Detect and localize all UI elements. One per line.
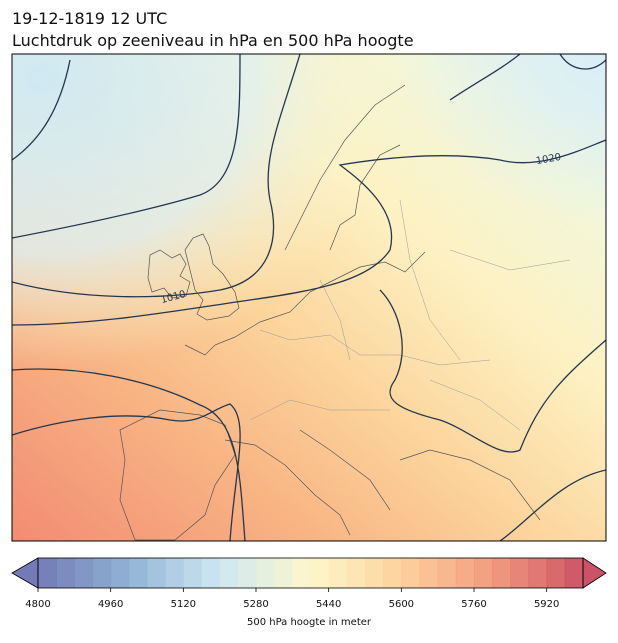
colorbar-segment	[437, 558, 457, 588]
colorbar-segment	[492, 558, 511, 588]
colorbar-segment	[528, 558, 548, 588]
title: 19-12-1819 12 UTC	[12, 9, 167, 28]
map-frame	[11, 53, 607, 542]
colorbar-label: 500 hPa hoogte in meter	[247, 617, 372, 628]
isobar	[12, 403, 241, 541]
colorbar-segment	[383, 558, 402, 588]
colorbar-segment	[564, 558, 584, 588]
isobar	[12, 54, 301, 298]
colorbar-tick-label: 5600	[389, 599, 414, 610]
isobar	[12, 139, 606, 326]
coastline	[147, 233, 240, 321]
colorbar-segment	[38, 558, 57, 588]
colorbar-tick-label: 5280	[243, 599, 268, 610]
colorbar-segment	[401, 558, 420, 588]
colorbar-extend-high	[582, 557, 607, 589]
colorbar-segment	[237, 558, 257, 588]
country-borders	[249, 199, 571, 431]
colorbar-tick-label: 5920	[534, 599, 559, 610]
coastline	[184, 84, 426, 356]
colorbar-segment	[201, 558, 221, 588]
colorbar-tick-label: 4960	[98, 599, 123, 610]
isobar	[12, 368, 246, 541]
isobar	[499, 469, 606, 541]
colorbar-tick-label: 5760	[461, 599, 486, 610]
isobar	[12, 59, 71, 161]
colorbar-segment	[183, 558, 202, 588]
colorbar-segment	[56, 558, 75, 588]
colorbar-segment	[455, 558, 475, 588]
subtitle: Luchtdruk op zeeniveau in hPa en 500 hPa…	[12, 31, 414, 50]
colorbar-tick-label: 5120	[171, 599, 196, 610]
colorbar-tick-label: 4800	[25, 599, 50, 610]
colorbar-segment	[165, 558, 184, 588]
colorbar-segment	[419, 558, 439, 588]
colorbar-extend-low	[11, 557, 39, 589]
colorbar-tick-label: 5440	[316, 599, 341, 610]
colorbar-segment	[310, 558, 330, 588]
colorbar-segment	[510, 558, 529, 588]
colorbar-segment	[546, 558, 566, 588]
colorbar-segment	[92, 558, 112, 588]
colorbar-segment	[256, 558, 275, 588]
isobar	[449, 54, 606, 101]
map: 1010 1020	[12, 54, 606, 541]
colorbar-segment	[128, 558, 148, 588]
isobar	[379, 289, 606, 453]
contour-label: 1020	[535, 152, 562, 167]
colorbar-segment	[147, 558, 166, 588]
colorbar-segment	[474, 558, 493, 588]
colorbar-segment	[110, 558, 130, 588]
colorbar-frame	[37, 557, 584, 589]
isobar	[12, 54, 241, 239]
height-field-low-east	[12, 54, 606, 541]
colorbar: 4800 4960 5120 5280 5440 5600 5760 5920	[11, 557, 607, 610]
colorbar-segment	[219, 558, 239, 588]
colorbar-segment	[365, 558, 384, 588]
coastline	[119, 409, 541, 541]
colorbar-segment	[328, 558, 348, 588]
colorbar-segment	[274, 558, 293, 588]
colorbar-segment	[346, 558, 366, 588]
colorbar-segment	[74, 558, 93, 588]
colorbar-segment	[292, 558, 311, 588]
